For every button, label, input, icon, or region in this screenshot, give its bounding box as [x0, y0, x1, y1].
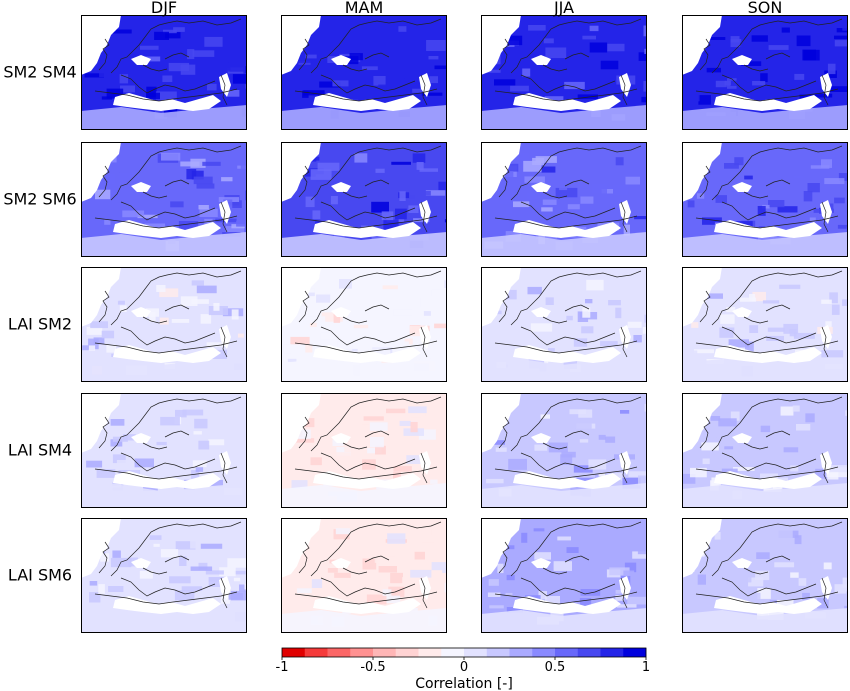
colorbar-segment-3: [350, 648, 374, 657]
colorbar-segment-2: [327, 648, 351, 657]
panel-sm2-sm6-djf: [81, 142, 247, 257]
column-title-jja: JJA: [553, 0, 574, 17]
panel-lai-sm4-son: [682, 393, 848, 508]
column-title-son: SON: [748, 0, 783, 17]
panel-lai-sm4-djf: [81, 393, 247, 508]
panel-lai-sm4-jja: [481, 393, 647, 508]
panel-lai-sm2-son: [682, 267, 848, 382]
panel-lai-sm4-mam: [281, 393, 447, 508]
row-labels: SM2 SM4 SM2 SM6 LAI SM2 LAI SM4 LAI SM6: [3, 63, 76, 585]
colorbar-label: Correlation [-]: [415, 676, 513, 691]
panel-lai-sm6-son: [682, 518, 848, 633]
panel-sm2-sm4-jja: [481, 15, 647, 130]
column-titles: DJF MAM JJA SON: [151, 0, 782, 17]
colorbar-segment-11: [532, 648, 556, 657]
colorbar-segment-4: [373, 648, 397, 657]
panel-sm2-sm4-son: [682, 15, 848, 130]
panel-sm2-sm6-mam: [281, 142, 447, 257]
panel-sm2-sm4-djf: [81, 15, 247, 130]
row-label-sm2-sm6: SM2 SM6: [3, 190, 76, 209]
row-label-sm2-sm4: SM2 SM4: [3, 63, 76, 82]
colorbar-tick-label-0: -1: [276, 660, 289, 675]
colorbar-segment-6: [418, 648, 442, 657]
panel-sm2-sm4-mam: [281, 15, 447, 130]
panel-sm2-sm6-son: [682, 142, 848, 257]
panel-lai-sm6-jja: [481, 518, 647, 633]
column-title-djf: DJF: [151, 0, 177, 17]
colorbar-tick-label-4: 1: [642, 660, 650, 675]
panel-lai-sm2-djf: [81, 267, 247, 382]
colorbar-segment-12: [555, 648, 579, 657]
column-title-mam: MAM: [345, 0, 384, 17]
colorbar-segment-0: [282, 648, 306, 657]
panel-grid: [81, 15, 848, 633]
panel-sm2-sm6-jja: [481, 142, 647, 257]
colorbar-segment-1: [304, 648, 328, 657]
colorbar-segment-10: [509, 648, 533, 657]
colorbar-segment-7: [441, 648, 465, 657]
row-label-lai-sm6: LAI SM6: [8, 566, 72, 585]
colorbar: -1 -0.5 0 0.5 1 Correlation [-]: [276, 647, 650, 691]
colorbar-segment-9: [486, 648, 510, 657]
colorbar-segment-14: [600, 648, 624, 657]
colorbar-segment-5: [395, 648, 419, 657]
colorbar-tick-label-3: 0.5: [545, 660, 566, 675]
colorbar-segment-15: [623, 648, 647, 657]
panel-lai-sm2-mam: [281, 267, 447, 382]
row-label-lai-sm2: LAI SM2: [8, 315, 72, 334]
colorbar-tick-label-2: 0: [460, 660, 468, 675]
panel-lai-sm6-djf: [81, 518, 247, 633]
row-label-lai-sm4: LAI SM4: [8, 441, 72, 460]
colorbar-segment-8: [464, 648, 488, 657]
colorbar-segment-13: [577, 648, 601, 657]
panel-lai-sm2-jja: [481, 267, 647, 382]
colorbar-tick-label-1: -0.5: [360, 660, 385, 675]
panel-lai-sm6-mam: [281, 518, 447, 633]
